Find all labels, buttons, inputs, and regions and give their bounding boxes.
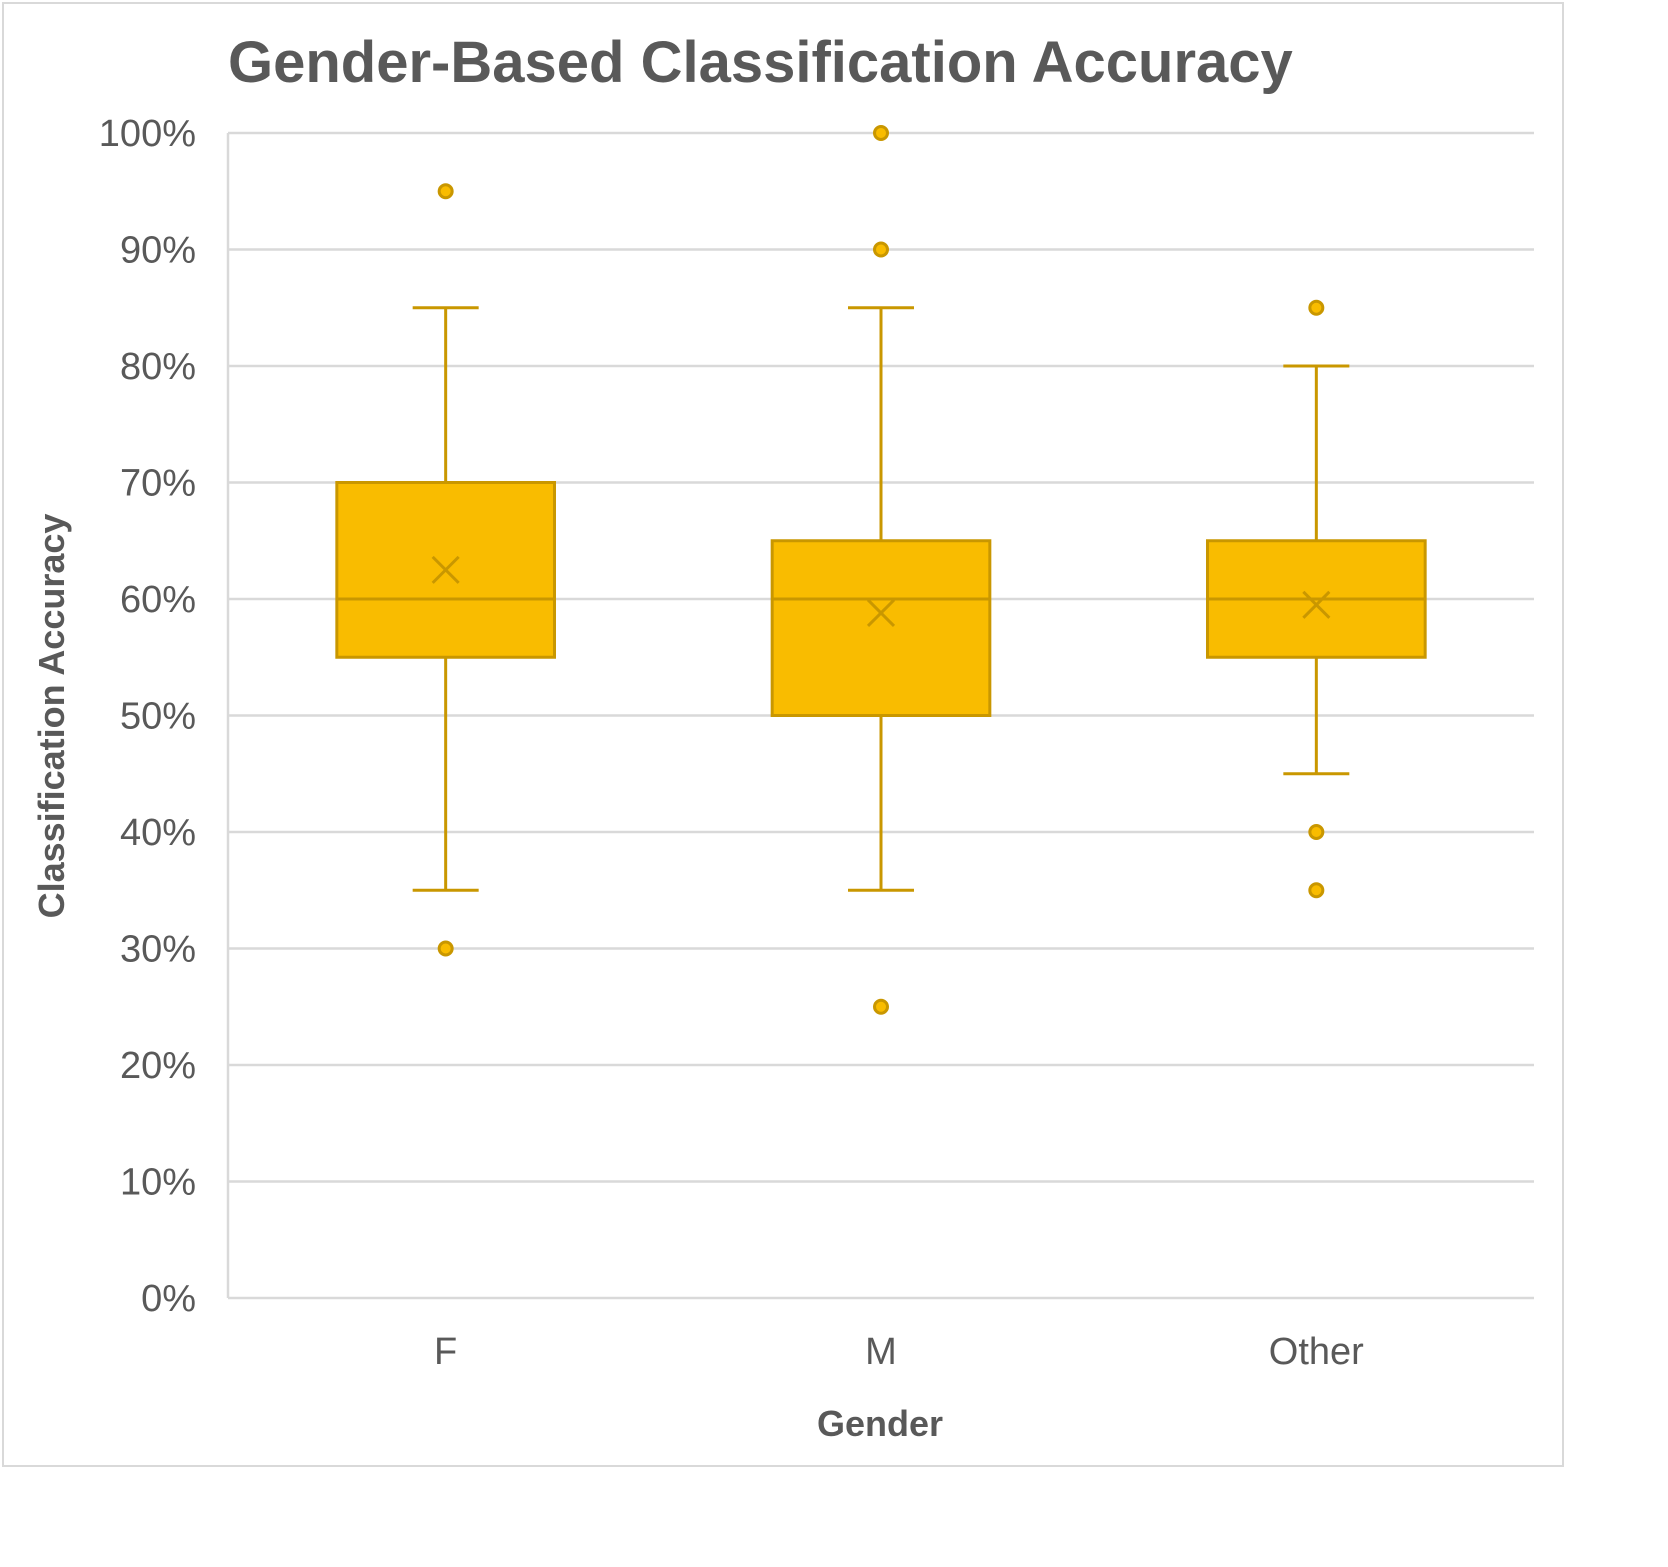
box-other [1206,299,1427,899]
x-category-label: M [865,1331,897,1373]
y-axis-ticks: 0% 10% 20% 30% 40% 50% 60% 70% 80% 90% 100% [99,113,196,1320]
mean-marker [866,598,896,628]
box-m [770,125,992,1015]
mean-marker-stroke [866,598,896,628]
x-axis-title: Gender [817,1403,943,1444]
outlier-point [1308,824,1325,840]
y-tick-label: 80% [120,346,196,388]
mean-marker-stroke [1302,590,1331,619]
outlier-point [873,241,889,258]
y-tick-label: 70% [120,463,196,505]
box-series [335,125,1427,1015]
y-tick-label: 90% [120,230,196,272]
outlier-point [1308,299,1325,316]
y-axis-title: Classification Accuracy [31,514,72,919]
iqr-box [770,539,992,717]
mean-marker [1302,590,1331,619]
y-tick-label: 20% [120,1045,196,1087]
outlier-point [873,998,889,1015]
y-tick-label: 60% [120,579,196,621]
box-f [335,183,557,957]
mean-marker [431,555,460,584]
y-tick-label: 50% [120,696,196,738]
y-tick-label: 30% [120,929,196,971]
outlier-point [1308,882,1325,899]
outlier-point [873,125,889,141]
y-tick-label: 0% [141,1278,196,1320]
outlier-point [437,940,454,957]
chart-title: Gender-Based Classification Accuracy [228,30,1293,95]
x-category-label: Other [1269,1331,1364,1373]
outlier-point [437,183,454,200]
chart-frame [2,2,1564,1467]
y-tick-label: 100% [99,113,196,155]
x-axis-categories: F M Other [434,1331,1364,1373]
y-tick-label: 10% [120,1162,196,1204]
y-tick-label: 40% [120,812,196,854]
mean-marker-stroke [431,555,460,584]
x-category-label: F [434,1331,457,1373]
